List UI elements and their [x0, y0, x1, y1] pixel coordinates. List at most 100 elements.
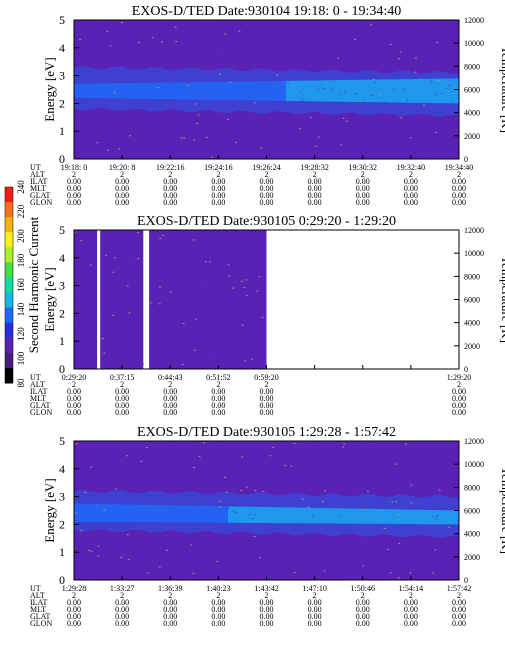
speckle-mark: [356, 507, 359, 509]
speckle-mark: [140, 547, 143, 549]
colorbar-swatch: [5, 277, 13, 294]
info-row-value: 2: [313, 170, 317, 179]
speckle-mark: [127, 261, 130, 263]
speckle-mark: [397, 577, 400, 579]
speckle-mark: [381, 133, 384, 135]
speckle-mark: [413, 442, 416, 444]
speckle-mark: [101, 312, 104, 314]
speckle-mark: [400, 34, 403, 36]
speckle-mark: [145, 462, 148, 464]
speckle-mark: [149, 302, 152, 304]
speckle-mark: [389, 62, 392, 64]
speckle-mark: [360, 23, 363, 25]
speckle-mark: [189, 32, 192, 34]
speckle-mark: [154, 313, 157, 315]
speckle-mark: [272, 446, 275, 448]
speckle-mark: [195, 318, 198, 320]
speckle-mark: [457, 519, 459, 521]
speckle-mark: [414, 71, 417, 73]
speckle-mark: [383, 527, 386, 529]
ytick-label: 0: [59, 152, 65, 166]
speckle-mark: [454, 499, 457, 501]
colorbar-tick-label: 200: [16, 229, 26, 243]
colorbar-swatch: [5, 292, 13, 309]
speckle-mark: [137, 258, 140, 260]
speckle-mark: [217, 568, 220, 570]
speckle-mark: [392, 130, 395, 132]
speckle-mark: [347, 117, 350, 119]
info-row-label: ALT: [30, 380, 45, 389]
speckle-mark: [172, 282, 175, 284]
speckle-mark: [419, 49, 422, 51]
speckle-mark: [169, 291, 172, 293]
y2tick-label: 10000: [464, 39, 484, 48]
speckle-mark: [170, 100, 173, 102]
speckle-mark: [181, 71, 184, 73]
info-row-value: 2: [120, 170, 124, 179]
speckle-mark: [77, 64, 80, 66]
speckle-mark: [172, 535, 175, 537]
speckle-mark: [165, 461, 168, 463]
y2tick-label: 4000: [464, 319, 480, 328]
speckle-mark: [345, 114, 348, 116]
speckle-mark: [405, 443, 408, 445]
speckle-mark: [232, 564, 235, 566]
speckle-mark: [90, 55, 93, 57]
speckle-mark: [87, 542, 90, 544]
ytick-label: 4: [59, 41, 65, 55]
speckle-mark: [213, 355, 216, 357]
info-row-value: 2: [361, 170, 365, 179]
speckle-mark: [241, 324, 244, 326]
colorbar-frame: [4, 186, 14, 384]
info-row-value: 0.00: [211, 401, 225, 410]
speckle-mark: [242, 286, 245, 288]
info-row-value: 0.00: [452, 191, 466, 200]
speckle-mark: [393, 564, 396, 566]
speckle-mark: [371, 94, 374, 96]
speckle-mark: [437, 79, 440, 81]
speckle-mark: [182, 480, 185, 482]
info-row-value: 0.00: [67, 394, 81, 403]
speckle-mark: [194, 103, 197, 105]
info-row-value: 0.00: [308, 612, 322, 621]
info-row-label: GLON: [30, 198, 52, 207]
speckle-mark: [179, 61, 182, 63]
info-row-value: 0.00: [67, 401, 81, 410]
speckle-mark: [197, 114, 200, 116]
speckle-mark: [216, 560, 219, 562]
info-row-value: 2: [120, 591, 124, 600]
speckle-mark: [163, 290, 166, 292]
colorbar-tick-label: 180: [16, 253, 26, 267]
speckle-mark: [238, 259, 241, 261]
speckle-mark: [291, 564, 294, 566]
info-row-value: 0.00: [260, 612, 274, 621]
speckle-mark: [423, 131, 426, 133]
colorbar-swatch: [5, 322, 13, 339]
colorbar-tick-label: 160: [16, 278, 26, 292]
info-row-value: 0.00: [115, 387, 129, 396]
speckle-mark: [159, 263, 162, 265]
speckle-mark: [343, 443, 346, 445]
speckle-mark: [248, 514, 251, 516]
speckle-mark: [300, 522, 303, 524]
speckle-mark: [84, 492, 87, 494]
info-row-value: 0.00: [260, 401, 274, 410]
speckle-mark: [264, 494, 267, 496]
speckle-mark: [183, 527, 186, 529]
speckle-mark: [76, 59, 79, 61]
speckle-mark: [317, 136, 320, 138]
speckle-mark: [78, 20, 81, 22]
speckle-mark: [412, 569, 415, 571]
speckle-mark: [227, 119, 230, 121]
panel-title: EXOS-D/TED Date:930105 0:29:20 - 1:29:20: [137, 214, 396, 229]
xtick-label: 19:32:40: [397, 163, 425, 172]
speckle-mark: [90, 550, 93, 552]
info-row-value: 0.00: [356, 177, 370, 186]
speckle-mark: [304, 481, 307, 483]
info-row-value: 2: [457, 170, 461, 179]
speckle-mark: [320, 110, 323, 112]
speckle-mark: [374, 82, 377, 84]
speckle-mark: [292, 571, 295, 573]
speckle-mark: [98, 51, 101, 53]
